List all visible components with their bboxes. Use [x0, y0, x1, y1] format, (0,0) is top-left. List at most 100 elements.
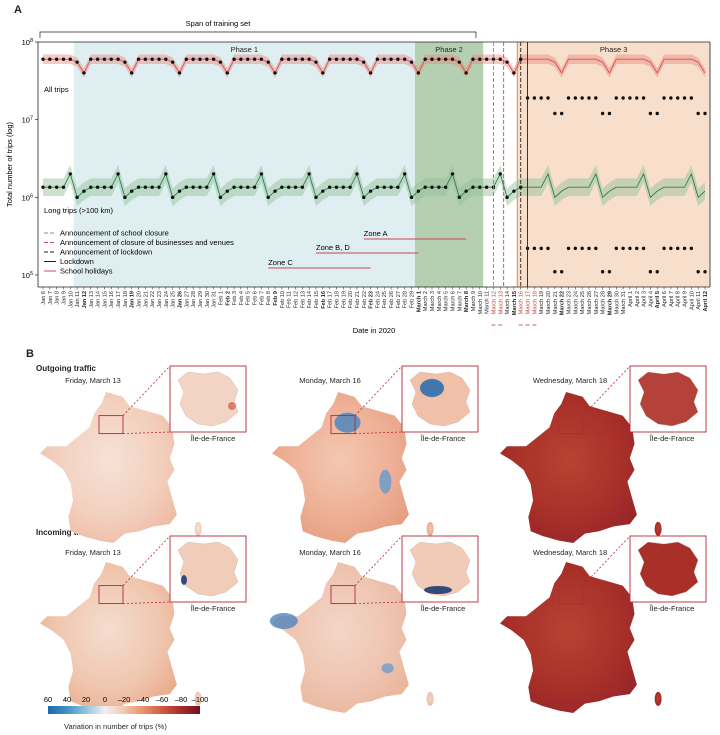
long-trips-point: [273, 189, 277, 193]
all-trips-point: [580, 96, 584, 100]
corsica-out-2: [426, 521, 434, 536]
x-tick-label: Jan 9: [61, 291, 67, 305]
long-trips-point: [164, 172, 168, 176]
all-trips-point: [491, 57, 496, 61]
all-trips-point: [368, 71, 373, 75]
long-trips-point: [682, 246, 687, 251]
long-trips-point: [600, 270, 605, 274]
long-trips-point: [389, 185, 393, 189]
all-trips-point: [184, 57, 189, 61]
all-trips-point: [423, 57, 427, 61]
all-trips-point: [546, 96, 550, 100]
long-trips-point: [307, 172, 311, 176]
long-trips-point: [416, 189, 421, 193]
long-trips-point: [61, 185, 66, 189]
all-trips-point: [382, 57, 386, 61]
x-tick-label: April 9: [683, 291, 689, 307]
leader-top-out-1: [122, 365, 171, 416]
x-tick-label: March 17: [526, 291, 532, 314]
x-tick-label: Jan 28: [191, 291, 197, 308]
x-tick-label: Jan 24: [164, 291, 170, 308]
colorbar-bar: [48, 706, 200, 714]
all-trips-point: [607, 111, 612, 116]
all-trips-point: [532, 96, 537, 100]
x-tick-label: Jan 13: [89, 291, 95, 308]
x-tick-label: March 26: [587, 291, 593, 314]
long-trips-point: [136, 185, 141, 189]
x-tick-label: Feb 5: [246, 291, 252, 305]
long-trips-point: [170, 195, 175, 200]
x-tick-label: March 10: [478, 291, 484, 314]
all-trips-point: [457, 60, 462, 64]
x-tick-label: Jan 20: [137, 291, 143, 308]
all-trips-point: [170, 60, 175, 64]
x-tick-label: March 2: [423, 291, 429, 311]
long-trips-point: [184, 185, 189, 189]
long-trips-point: [484, 185, 489, 189]
long-trips-point: [225, 189, 229, 193]
x-tick-label: March 15: [512, 291, 518, 315]
long-trips-point: [130, 189, 134, 193]
all-trips-point: [321, 71, 325, 75]
colorbar-tick-label: 0: [103, 695, 107, 704]
y-tick-label: 108: [22, 38, 33, 47]
idf-highlight-box-out-1: [98, 415, 124, 435]
x-tick-label: Feb 13: [300, 291, 306, 308]
long-trips-point: [150, 185, 154, 189]
all-trips-point: [669, 96, 673, 100]
long-trips-point: [177, 189, 182, 193]
all-trips-point: [464, 71, 468, 75]
long-trips-point: [68, 172, 72, 176]
x-tick-label: April 6: [662, 291, 668, 307]
x-tick-label: Jan 14: [96, 291, 102, 308]
france-map-out-3: [500, 392, 637, 544]
all-trips-point: [293, 57, 298, 61]
long-trips-point: [676, 246, 680, 251]
long-trips-point: [362, 195, 366, 200]
long-trips-point: [532, 246, 537, 251]
incoming-traffic-title: Incoming traffic: [36, 528, 97, 537]
long-trips-point: [198, 185, 202, 189]
all-trips-point: [61, 57, 66, 61]
long-trips-point: [246, 185, 250, 189]
all-trips-point: [539, 96, 543, 100]
france-map-out-1: [40, 392, 177, 544]
long-trips-point: [505, 195, 509, 200]
long-trips-point: [48, 185, 52, 189]
x-tick-label: April 7: [669, 291, 675, 307]
all-trips-point: [150, 57, 154, 61]
outgoing-traffic-title: Outgoing traffic: [36, 364, 96, 373]
inset-idf-in-2: [409, 541, 471, 597]
all-trips-point: [375, 57, 380, 61]
all-trips-point: [621, 96, 625, 100]
long-trips-point: [314, 195, 318, 200]
x-tick-label: Feb 29: [410, 291, 416, 308]
all-trips-point: [68, 57, 72, 61]
map-date-out-2: Monday, March 16: [299, 376, 361, 385]
long-trips-point: [437, 185, 441, 189]
long-trips-point: [443, 185, 448, 189]
long-trips-point: [498, 172, 502, 176]
long-trips-point: [75, 195, 79, 200]
france-map-in-2: [272, 562, 409, 714]
long-trips-point: [211, 172, 216, 176]
x-tick-label: Jan 17: [116, 291, 122, 308]
all-trips-point: [280, 57, 284, 61]
all-trips-point: [498, 57, 502, 61]
all-trips-point: [587, 96, 591, 100]
long-trips-point: [341, 185, 345, 189]
phase-bg-2: [414, 42, 484, 287]
all-trips-point: [246, 57, 250, 61]
colorbar-tick-label: –20: [118, 695, 131, 704]
long-trips-point: [430, 185, 434, 189]
corsica-in-2: [426, 691, 434, 706]
long-trips-point: [375, 185, 380, 189]
all-trips-point: [553, 111, 557, 116]
phase-label-3: Phase 3: [600, 45, 628, 54]
all-trips-point: [82, 71, 86, 75]
all-trips-point: [177, 71, 182, 75]
long-trips-point: [143, 185, 148, 189]
x-tick-label: Jan 31: [212, 291, 218, 308]
long-trips-point: [587, 246, 591, 251]
inset-dark-in-2: [424, 586, 452, 594]
